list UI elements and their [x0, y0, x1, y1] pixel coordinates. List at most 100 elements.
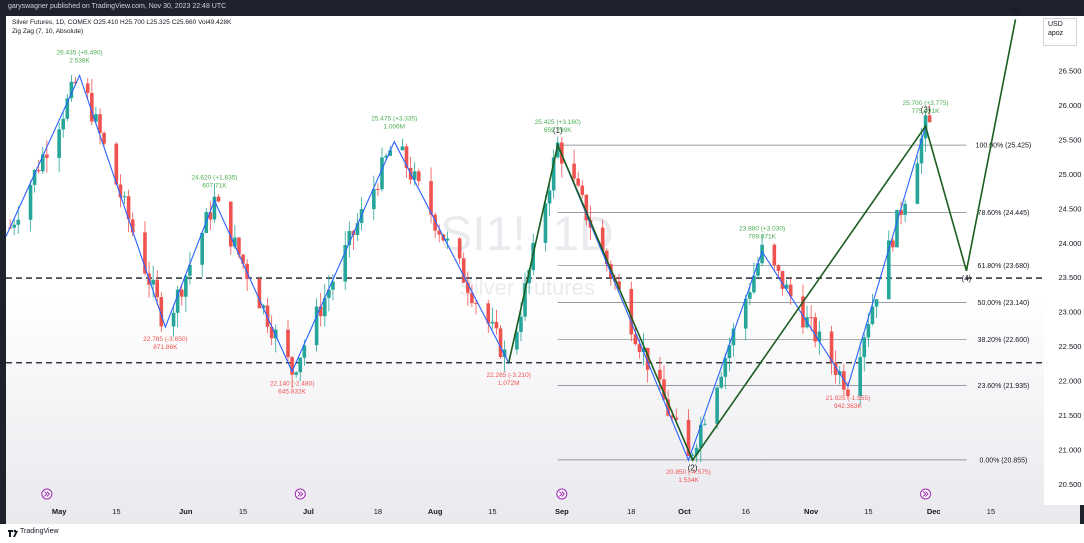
- currency-selector[interactable]: USD apoz: [1043, 18, 1077, 46]
- zigzag-indicator: [5, 74, 927, 462]
- candle-body: [731, 328, 736, 346]
- candle-body: [662, 379, 666, 400]
- tradingview-logo-icon: [8, 529, 18, 537]
- candle-body: [756, 263, 760, 276]
- pivot-volume-label: 2.538K: [69, 58, 90, 65]
- pivot-volume-label: 1.534K: [678, 477, 699, 484]
- candle-body: [90, 92, 94, 122]
- candle-body: [780, 270, 785, 289]
- x-tick-label: 18: [627, 507, 635, 516]
- y-tick-label: 26.000: [1059, 101, 1082, 110]
- published-text: garyswagner published on TradingView.com…: [8, 3, 227, 10]
- indicator-info: Zig Zag (7, 10, Absolute): [12, 28, 84, 35]
- candle-body: [703, 423, 707, 425]
- pivot-price-label: 22.785 (-3.650): [143, 336, 187, 343]
- symbol-watermark: SI1!, 1D Silver Futures: [440, 208, 613, 300]
- candle-body: [690, 454, 695, 456]
- candle-body: [98, 114, 102, 133]
- candle-body: [216, 196, 221, 202]
- candle-body: [343, 245, 348, 282]
- candle-body: [429, 181, 433, 215]
- pivot-volume-label: 942.363K: [834, 403, 862, 410]
- candle-body: [891, 240, 895, 248]
- fib-level-label: 50.00% (23.140): [978, 300, 1030, 307]
- y-tick-label: 20.500: [1059, 480, 1082, 489]
- fib-level-label: 38.20% (22.600): [978, 337, 1030, 344]
- candle-body: [302, 345, 307, 358]
- footer-label: TradingView: [20, 528, 59, 535]
- candle-body: [122, 196, 127, 198]
- candle-body: [629, 288, 634, 335]
- y-tick-label: 23.500: [1059, 273, 1082, 282]
- candle-body: [412, 171, 417, 180]
- y-tick-label: 24.000: [1059, 239, 1082, 248]
- wave-label: (1): [553, 126, 563, 135]
- candle-body: [175, 289, 180, 313]
- event-markers[interactable]: [41, 488, 932, 500]
- candle-body: [228, 201, 233, 247]
- x-tick-label: Dec: [927, 507, 941, 516]
- fib-level-label: 0.00% (20.855): [979, 457, 1027, 464]
- fibonacci-retracement[interactable]: 100.00% (25.425) 78.60% (24.445) 61.80% (2…: [557, 143, 1032, 465]
- chart-area[interactable]: [6, 16, 1080, 524]
- candle-body: [666, 399, 670, 416]
- candle-body: [784, 284, 789, 289]
- candle-body: [833, 362, 838, 375]
- symbol-info: Silver Futures, 1D, COMEX O25.410 H25.70…: [12, 19, 232, 26]
- y-tick-label: 22.000: [1059, 377, 1082, 386]
- candle-body: [515, 331, 519, 350]
- candle-body: [16, 219, 21, 225]
- y-tick-label: 24.500: [1059, 204, 1082, 213]
- candle-body: [502, 349, 507, 357]
- candle-body: [155, 279, 160, 298]
- x-tick-label: Jun: [179, 507, 193, 516]
- pivot-price-label: 21.925 (-1.955): [826, 395, 870, 402]
- candle-body: [858, 357, 862, 397]
- candle-body: [404, 146, 409, 169]
- event-marker-chevron: [44, 491, 51, 497]
- candle-body: [61, 118, 66, 130]
- candle-body: [298, 357, 303, 373]
- candle-body: [257, 278, 262, 309]
- y-tick-label: 25.000: [1059, 170, 1082, 179]
- candle-body: [57, 129, 61, 158]
- fib-level-label: 23.60% (21.935): [978, 383, 1030, 390]
- x-tick-label: 15: [864, 507, 872, 516]
- candle-body: [416, 171, 421, 182]
- time-axis[interactable]: May 15 Jun 15 Jul 18 Aug 15 Sep 18 Oct 16 Nov 15 Dec 15: [52, 507, 995, 516]
- y-tick-label: 21.500: [1059, 411, 1082, 420]
- y-tick-label: 21.000: [1059, 445, 1082, 454]
- pivot-volume-label: 1.006M: [383, 124, 405, 131]
- legend: Silver Futures, 1D, COMEX O25.410 H25.70…: [12, 18, 231, 36]
- candle-body: [862, 337, 867, 358]
- elliott-wave[interactable]: (1) (2) (3) (4) (5): [507, 6, 1021, 473]
- candle-body: [580, 185, 585, 195]
- candle-body: [159, 297, 164, 327]
- candle-body: [212, 196, 217, 220]
- candle-body: [355, 223, 360, 236]
- candle-body: [179, 289, 184, 297]
- candle-body: [102, 132, 106, 144]
- zigzag-pivot-labels: 26.435 (+6.490)2.538K 22.785 (-3.650)871.…: [57, 50, 949, 485]
- candle-body: [895, 209, 899, 248]
- x-tick-label: 15: [987, 507, 995, 516]
- candle-body: [233, 237, 237, 247]
- event-marker-chevron: [559, 491, 565, 497]
- candle-body: [670, 415, 674, 418]
- pivot-price-label: 22.265 (-3.210): [486, 372, 530, 379]
- wave-label: (2): [688, 464, 698, 473]
- pivot-price-label: 20.850 (-4.575): [666, 469, 710, 476]
- candle-body: [331, 281, 335, 290]
- candle-body: [327, 289, 331, 298]
- candle-body: [490, 321, 495, 324]
- y-tick-label: 22.500: [1059, 342, 1082, 351]
- candle-body: [318, 306, 323, 317]
- candle-body: [94, 114, 98, 122]
- candle-body: [617, 281, 621, 289]
- candle-body: [273, 329, 278, 339]
- price-axis[interactable]: 20.500 21.000 21.500 22.000 22.500 23.000 23.5…: [1044, 16, 1084, 505]
- wave-label: (4): [962, 274, 972, 283]
- x-tick-label: Nov: [804, 507, 819, 516]
- wave-path[interactable]: [507, 19, 1017, 462]
